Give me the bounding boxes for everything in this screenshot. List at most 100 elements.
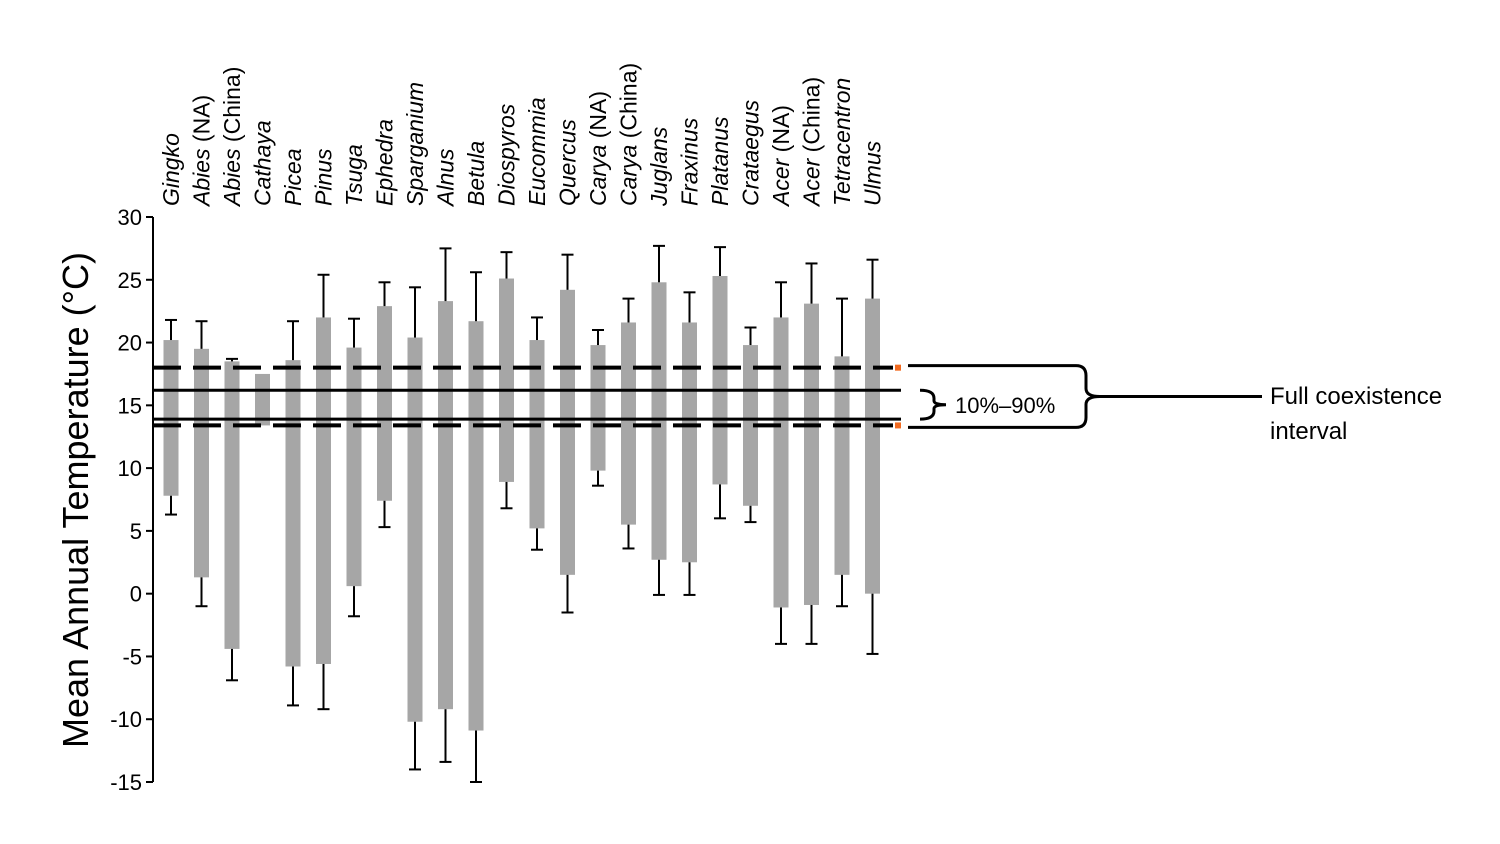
taxon-genus: Picea — [280, 148, 306, 206]
taxon-genus: Gingko — [158, 133, 184, 206]
taxon-genus: Quercus — [555, 119, 581, 206]
bar-22 — [834, 356, 850, 575]
bar-11 — [499, 278, 514, 482]
bar-2 — [224, 361, 240, 649]
outer-interval-label-line2: interval — [1270, 418, 1347, 445]
taxon-genus: Eucommia — [524, 97, 550, 206]
bar-8 — [407, 337, 423, 722]
taxon-genus: Platanus — [707, 116, 733, 206]
y-tick-label-5: 5 — [130, 519, 142, 544]
taxon-label-6: Tsuga — [341, 144, 367, 206]
taxon-genus: Abies — [189, 148, 215, 208]
bar-13 — [560, 289, 575, 575]
outer-interval-label-line1: Full coexistence — [1270, 383, 1442, 410]
y-tick-label-8: -10 — [110, 707, 142, 732]
inner-bracket — [919, 388, 947, 421]
taxon-genus: Tsuga — [341, 144, 367, 206]
taxon-genus: Sparganium — [402, 82, 428, 206]
taxon-region: (NA) — [585, 91, 611, 145]
taxon-label-4: Picea — [280, 148, 306, 206]
taxon-label-15: Carya (China) — [616, 63, 642, 206]
interval-marker-0 — [895, 422, 901, 429]
interval-lines-group — [153, 364, 901, 429]
bars-group — [163, 276, 880, 731]
whiskers-group — [165, 244, 879, 783]
bar-19 — [743, 345, 758, 506]
y-tick-label-7: -5 — [122, 644, 142, 669]
taxon-genus: Acer — [799, 157, 825, 208]
taxon-genus: Ephedra — [372, 119, 398, 206]
taxon-label-8: Sparganium — [402, 82, 428, 206]
y-tick-label-0: 30 — [118, 205, 142, 230]
bar-3 — [255, 373, 270, 426]
inner-interval-label: 10%–90% — [955, 393, 1055, 418]
taxon-region: (China) — [616, 63, 642, 145]
bar-1 — [194, 348, 209, 578]
bar-15 — [621, 322, 636, 525]
y-tick-label-4: 10 — [118, 456, 142, 481]
y-tick-label-6: 0 — [130, 582, 142, 607]
bar-5 — [316, 317, 331, 664]
taxon-label-9: Alnus — [433, 148, 459, 208]
taxon-label-3: Cathaya — [250, 120, 276, 206]
taxon-label-16: Juglans — [646, 126, 672, 207]
taxon-label-22: Tetracentron — [829, 78, 855, 206]
taxon-genus: Pinus — [311, 148, 337, 206]
taxon-region: (China) — [799, 77, 825, 159]
taxon-genus: Betula — [463, 141, 489, 206]
taxon-genus: Juglans — [646, 126, 672, 207]
interval-brackets: 10%–90% Full coexistence interval — [908, 364, 1442, 445]
taxon-label-10: Betula — [463, 141, 489, 206]
taxon-label-5: Pinus — [311, 148, 337, 206]
bar-16 — [651, 282, 667, 560]
taxon-region: (China) — [219, 67, 245, 149]
taxon-genus: Cathaya — [250, 120, 276, 206]
taxon-genus: Carya — [616, 145, 642, 206]
taxon-region: (NA) — [768, 105, 794, 159]
interval-marker-1 — [895, 364, 901, 371]
y-tick-label-9: -15 — [110, 770, 142, 795]
taxon-label-0: Gingko — [158, 133, 184, 206]
y-tick-label-1: 25 — [118, 268, 142, 293]
bar-20 — [773, 317, 789, 608]
taxon-label-17: Fraxinus — [677, 117, 703, 206]
taxon-label-13: Quercus — [555, 119, 581, 206]
taxon-label-19: Crataegus — [738, 99, 764, 206]
bar-7 — [377, 306, 392, 501]
taxon-genus: Acer — [768, 157, 794, 208]
taxon-genus: Ulmus — [860, 140, 886, 206]
taxon-label-11: Diospyros — [494, 103, 520, 206]
taxon-genus: Fraxinus — [677, 117, 703, 206]
taxon-genus: Alnus — [433, 148, 459, 208]
taxon-genus: Crataegus — [738, 99, 764, 206]
taxon-label-12: Eucommia — [524, 97, 550, 206]
taxon-genus: Tetracentron — [829, 78, 855, 206]
taxon-label-2: Abies (China) — [219, 67, 245, 208]
y-tick-label-2: 20 — [118, 331, 142, 356]
taxon-label-20: Acer (NA) — [768, 105, 794, 208]
bar-12 — [529, 340, 545, 529]
bar-21 — [804, 303, 819, 605]
taxon-label-7: Ephedra — [372, 119, 398, 206]
bar-4 — [285, 360, 301, 667]
taxon-label-14: Carya (NA) — [585, 91, 611, 206]
taxon-genus: Diospyros — [494, 103, 520, 206]
taxon-label-18: Platanus — [707, 116, 733, 206]
taxon-genus: Carya — [585, 145, 611, 206]
taxon-label-1: Abies (NA) — [189, 95, 215, 208]
bar-6 — [346, 347, 362, 587]
bar-10 — [468, 321, 484, 731]
taxon-label-23: Ulmus — [860, 140, 886, 206]
taxon-region: (NA) — [189, 95, 215, 149]
bar-17 — [682, 322, 697, 563]
taxon-labels: Gingko Abies (NA)Abies (China)Cathaya Pice… — [158, 63, 886, 208]
y-axis: 30 25 20 15 10 5 0 -5 -10 -15 — [110, 205, 154, 795]
bar-14 — [590, 345, 606, 471]
y-axis-label: Mean Annual Temperature (°C) — [55, 252, 96, 748]
y-tick-label-3: 15 — [118, 393, 142, 418]
bar-9 — [438, 301, 453, 710]
taxon-genus: Abies — [219, 148, 245, 208]
bar-23 — [865, 298, 880, 594]
taxon-label-21: Acer (China) — [799, 77, 825, 208]
